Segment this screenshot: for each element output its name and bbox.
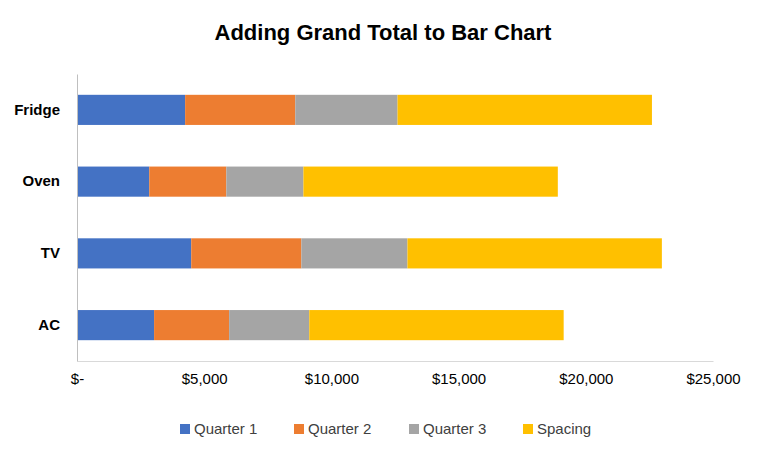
bar-segment (301, 238, 407, 268)
y-tick-label: TV (41, 244, 60, 261)
bar-segment (309, 310, 563, 340)
bar-segment (77, 167, 149, 197)
bar-segment (77, 95, 185, 125)
x-tick: $10,000 (305, 361, 359, 387)
bar-segment (77, 310, 154, 340)
legend-swatch (180, 424, 190, 434)
bar-segment (295, 95, 397, 125)
x-tick-label: $5,000 (182, 370, 228, 387)
bar-segment (149, 167, 226, 197)
legend-item: Quarter 3 (409, 420, 486, 437)
x-axis-line (78, 361, 714, 362)
y-tick: AC (38, 316, 77, 333)
legend-label: Spacing (537, 420, 591, 437)
y-tick-label: AC (38, 316, 60, 333)
legend-label: Quarter 3 (423, 420, 486, 437)
bar-segment (303, 167, 557, 197)
series (149, 95, 301, 340)
x-tick-label: $10,000 (305, 370, 359, 387)
legend-item: Quarter 1 (180, 420, 257, 437)
legend-swatch (409, 424, 419, 434)
y-tick-label: Fridge (14, 101, 60, 118)
legend-item: Quarter 2 (294, 420, 371, 437)
bar-segment (407, 238, 661, 268)
x-tick-label: $- (71, 370, 84, 387)
bar-segment (398, 95, 652, 125)
legend-label: Quarter 2 (308, 420, 371, 437)
bar-segment (154, 310, 229, 340)
title: Adding Grand Total to Bar Chart (215, 20, 553, 45)
series (77, 95, 191, 340)
bar-segment (185, 95, 295, 125)
legend-item: Spacing (523, 420, 591, 437)
x-axis: $- $5,000 $10,000 $15,000 $20,000 $25,000 (71, 361, 741, 387)
y-tick: Fridge (14, 101, 77, 118)
x-tick: $15,000 (432, 361, 486, 387)
y-tick: Oven (22, 172, 77, 189)
legend-label: Quarter 1 (194, 420, 257, 437)
x-tick-label: $20,000 (559, 370, 613, 387)
y-axis-line (77, 75, 78, 362)
x-tick: $20,000 (559, 361, 613, 387)
bar-segment (229, 310, 309, 340)
y-tick-label: Oven (22, 172, 60, 189)
x-tick: $5,000 (182, 361, 228, 387)
legend-swatch (523, 424, 533, 434)
x-tick-label: $15,000 (432, 370, 486, 387)
x-tick: $25,000 (686, 361, 740, 387)
series (226, 95, 407, 340)
bar-segment (226, 167, 303, 197)
y-axis: AC TV Oven Fridge (14, 75, 77, 362)
bar-segment (77, 238, 191, 268)
legend-swatch (294, 424, 304, 434)
plot: $- $5,000 $10,000 $15,000 $20,000 $25,000 AC TV… (14, 75, 740, 387)
legend: Quarter 1 Quarter 2 Quarter 3 Spacing (180, 420, 591, 437)
series (303, 95, 661, 340)
chart: Adding Grand Total to Bar Chart$-$5,000$… (0, 0, 766, 453)
x-tick: $- (71, 361, 84, 387)
x-tick-label: $25,000 (686, 370, 740, 387)
bars (77, 95, 662, 340)
bar-segment (191, 238, 301, 268)
y-tick: TV (41, 244, 77, 261)
